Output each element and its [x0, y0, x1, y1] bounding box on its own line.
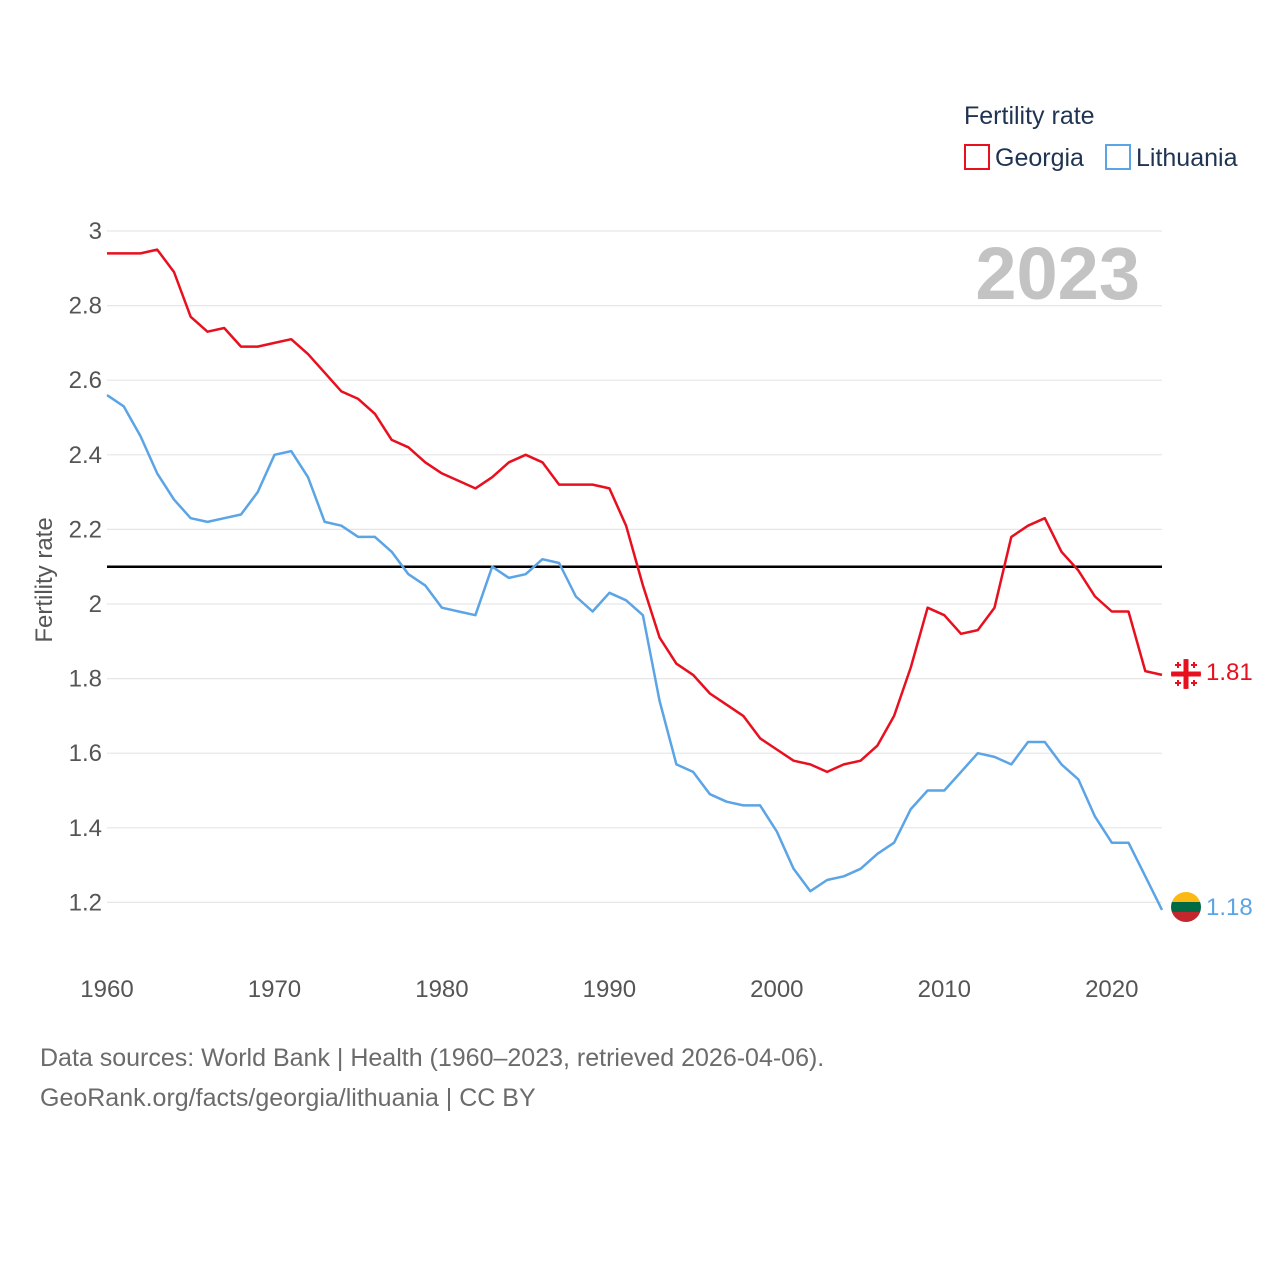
- legend-label-lithuania: Lithuania: [1136, 144, 1238, 172]
- series-lines: [106, 248, 1164, 911]
- footer-attribution: GeoRank.org/facts/georgia/lithuania | CC…: [40, 1084, 536, 1112]
- legend-label-georgia: Georgia: [995, 144, 1084, 172]
- legend: Fertility rate Georgia Lithuania: [964, 102, 1238, 172]
- series-line-lithuania: [106, 394, 1164, 911]
- lithuania-flag-icon: [1171, 892, 1201, 922]
- y-axis-label: Fertility rate: [31, 517, 58, 642]
- y-tick-label: 3: [89, 218, 102, 245]
- y-tick-label: 2.2: [69, 516, 102, 543]
- georgia-flag-icon: [1171, 659, 1201, 689]
- y-tick-label: 2.8: [69, 293, 102, 320]
- footer-sources: Data sources: World Bank | Health (1960–…: [40, 1044, 825, 1072]
- y-tick-label: 1.4: [69, 815, 102, 842]
- y-tick-label: 1.2: [69, 889, 102, 916]
- y-tick-label: 2.6: [69, 367, 102, 394]
- lithuania-end-label: 1.18: [1206, 894, 1253, 921]
- y-tick-label: 1.8: [69, 666, 102, 693]
- x-tick-label: 2020: [1085, 976, 1138, 1003]
- y-tick-label: 2: [89, 591, 102, 618]
- x-tick-label: 1990: [583, 976, 636, 1003]
- georgia-end-label: 1.81: [1206, 659, 1253, 686]
- legend-title: Fertility rate: [964, 102, 1095, 130]
- y-tick-label: 1.6: [69, 740, 102, 767]
- year-label: 2023: [975, 232, 1140, 315]
- x-axis-ticks: 1960 1970 1980 1990 2000 2010 2020: [80, 976, 1138, 1003]
- x-tick-label: 1970: [248, 976, 301, 1003]
- series-line-georgia: [107, 248, 1163, 774]
- y-axis-ticks: 1.2 1.4 1.6 1.8 2 2.2 2.4 2.6 2.8 3: [69, 218, 102, 916]
- x-tick-label: 2000: [750, 976, 803, 1003]
- legend-swatch-georgia: [964, 144, 990, 170]
- y-tick-label: 2.4: [69, 442, 102, 469]
- x-tick-label: 1980: [415, 976, 468, 1003]
- x-tick-label: 1960: [80, 976, 133, 1003]
- grid-lines: [107, 230, 1162, 904]
- x-tick-label: 2010: [918, 976, 971, 1003]
- legend-swatch-lithuania: [1105, 144, 1131, 170]
